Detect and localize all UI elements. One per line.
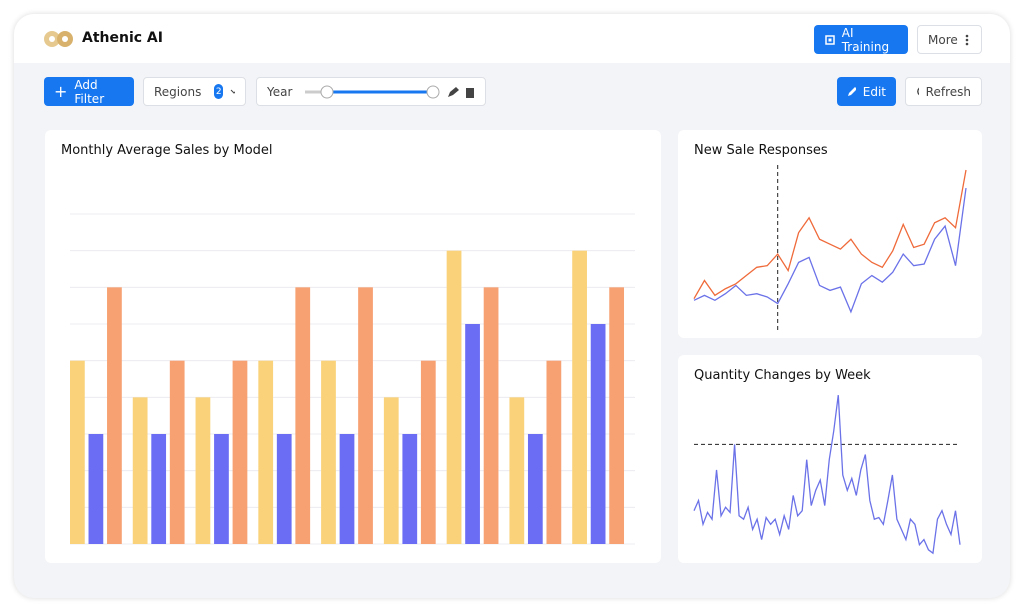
bar xyxy=(195,397,211,544)
label: More xyxy=(928,32,958,47)
bar xyxy=(132,397,148,544)
brand: Athenic AI xyxy=(82,30,163,46)
bar xyxy=(88,434,104,544)
bar xyxy=(214,434,229,544)
chart-title: New Sale Responses xyxy=(694,143,828,158)
line-series xyxy=(693,188,967,314)
bar xyxy=(420,360,436,544)
bar xyxy=(169,360,185,544)
chart-title: Monthly Average Sales by Model xyxy=(61,143,273,158)
bar xyxy=(446,250,462,544)
line-series xyxy=(693,169,967,299)
header: Athenic AI AI Training More xyxy=(14,14,1010,63)
year-slider[interactable] xyxy=(299,82,440,102)
more-button[interactable]: More xyxy=(917,25,982,54)
bar xyxy=(358,287,373,544)
edit-button[interactable]: Edit xyxy=(837,77,896,106)
chart-card: Quantity Changes by Week xyxy=(678,355,982,563)
bar xyxy=(107,287,122,544)
chart xyxy=(693,395,961,555)
chart xyxy=(693,165,967,330)
regions-dropdown[interactable]: Regions 2 xyxy=(143,77,246,106)
bar xyxy=(295,287,311,544)
bar xyxy=(402,434,418,544)
bar xyxy=(527,434,543,544)
bar xyxy=(609,287,625,544)
bar xyxy=(232,360,248,544)
bar xyxy=(321,360,336,544)
label: Edit xyxy=(862,84,886,99)
badge: 2 xyxy=(214,84,224,99)
year-filter[interactable]: Year xyxy=(256,77,486,106)
bar xyxy=(465,324,480,544)
label: Regions xyxy=(154,84,202,99)
bar xyxy=(276,434,292,544)
label: Year xyxy=(267,84,293,99)
bar xyxy=(509,397,525,544)
app-window: Athenic AI AI Training More + Add Filter … xyxy=(14,14,1010,598)
chart-title: Quantity Changes by Week xyxy=(694,368,871,383)
bar xyxy=(383,397,399,544)
bar xyxy=(546,360,562,544)
bar xyxy=(339,434,355,544)
label: Add Filter xyxy=(74,77,105,106)
chart-card: New Sale Responses xyxy=(678,130,982,338)
bar xyxy=(572,250,587,544)
label: Refresh xyxy=(925,84,971,99)
label: AI Training xyxy=(841,25,890,54)
bar xyxy=(151,434,167,544)
line-series xyxy=(693,395,961,555)
chart-card: Monthly Average Sales by Model xyxy=(45,130,661,563)
logo xyxy=(44,31,73,47)
bar xyxy=(483,287,499,544)
add-filter-button[interactable]: + Add Filter xyxy=(44,77,134,106)
ai-training-button[interactable]: AI Training xyxy=(814,25,908,54)
bar xyxy=(590,324,606,544)
bar xyxy=(258,360,274,544)
bar xyxy=(70,360,85,544)
chart xyxy=(70,213,635,545)
refresh-button[interactable]: Refresh xyxy=(905,77,982,106)
